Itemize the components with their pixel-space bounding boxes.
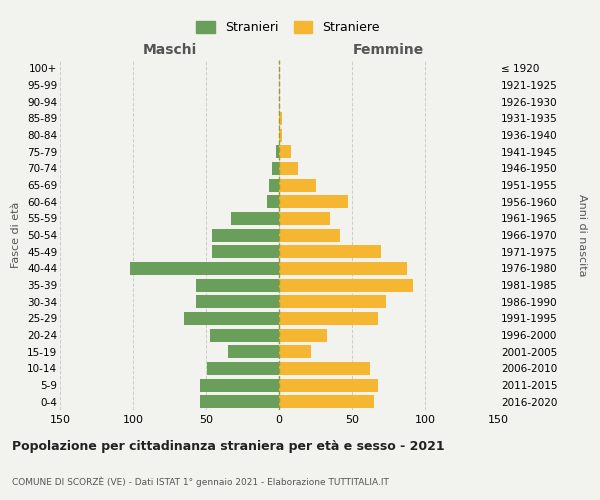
Text: Maschi: Maschi	[142, 42, 197, 56]
Bar	[200, 395, 279, 408]
Bar	[279, 345, 311, 358]
Bar	[279, 295, 386, 308]
Bar	[279, 312, 378, 325]
Bar	[279, 245, 381, 258]
Bar	[279, 178, 316, 192]
Bar	[211, 328, 279, 342]
Bar	[279, 278, 413, 291]
Y-axis label: Anni di nascita: Anni di nascita	[577, 194, 587, 276]
Bar	[208, 362, 279, 375]
Bar	[279, 162, 298, 175]
Bar	[279, 378, 378, 392]
Bar	[279, 395, 374, 408]
Bar	[228, 345, 279, 358]
Bar	[268, 195, 279, 208]
Bar	[269, 178, 279, 192]
Legend: Stranieri, Straniere: Stranieri, Straniere	[196, 21, 380, 34]
Text: Popolazione per cittadinanza straniera per età e sesso - 2021: Popolazione per cittadinanza straniera p…	[12, 440, 445, 453]
Bar	[279, 262, 407, 275]
Bar	[279, 328, 327, 342]
Bar	[279, 228, 340, 241]
Bar	[212, 228, 279, 241]
Text: Femmine: Femmine	[353, 42, 424, 56]
Bar	[212, 245, 279, 258]
Bar	[196, 278, 279, 291]
Bar	[279, 362, 370, 375]
Bar	[272, 162, 279, 175]
Bar	[279, 195, 347, 208]
Bar	[276, 145, 279, 158]
Bar	[184, 312, 279, 325]
Bar	[200, 378, 279, 392]
Bar	[130, 262, 279, 275]
Bar	[279, 212, 330, 225]
Bar	[279, 112, 282, 125]
Bar	[231, 212, 279, 225]
Y-axis label: Fasce di età: Fasce di età	[11, 202, 22, 268]
Bar	[196, 295, 279, 308]
Bar	[279, 145, 290, 158]
Bar	[279, 128, 282, 141]
Text: COMUNE DI SCORZÈ (VE) - Dati ISTAT 1° gennaio 2021 - Elaborazione TUTTITALIA.IT: COMUNE DI SCORZÈ (VE) - Dati ISTAT 1° ge…	[12, 476, 389, 487]
